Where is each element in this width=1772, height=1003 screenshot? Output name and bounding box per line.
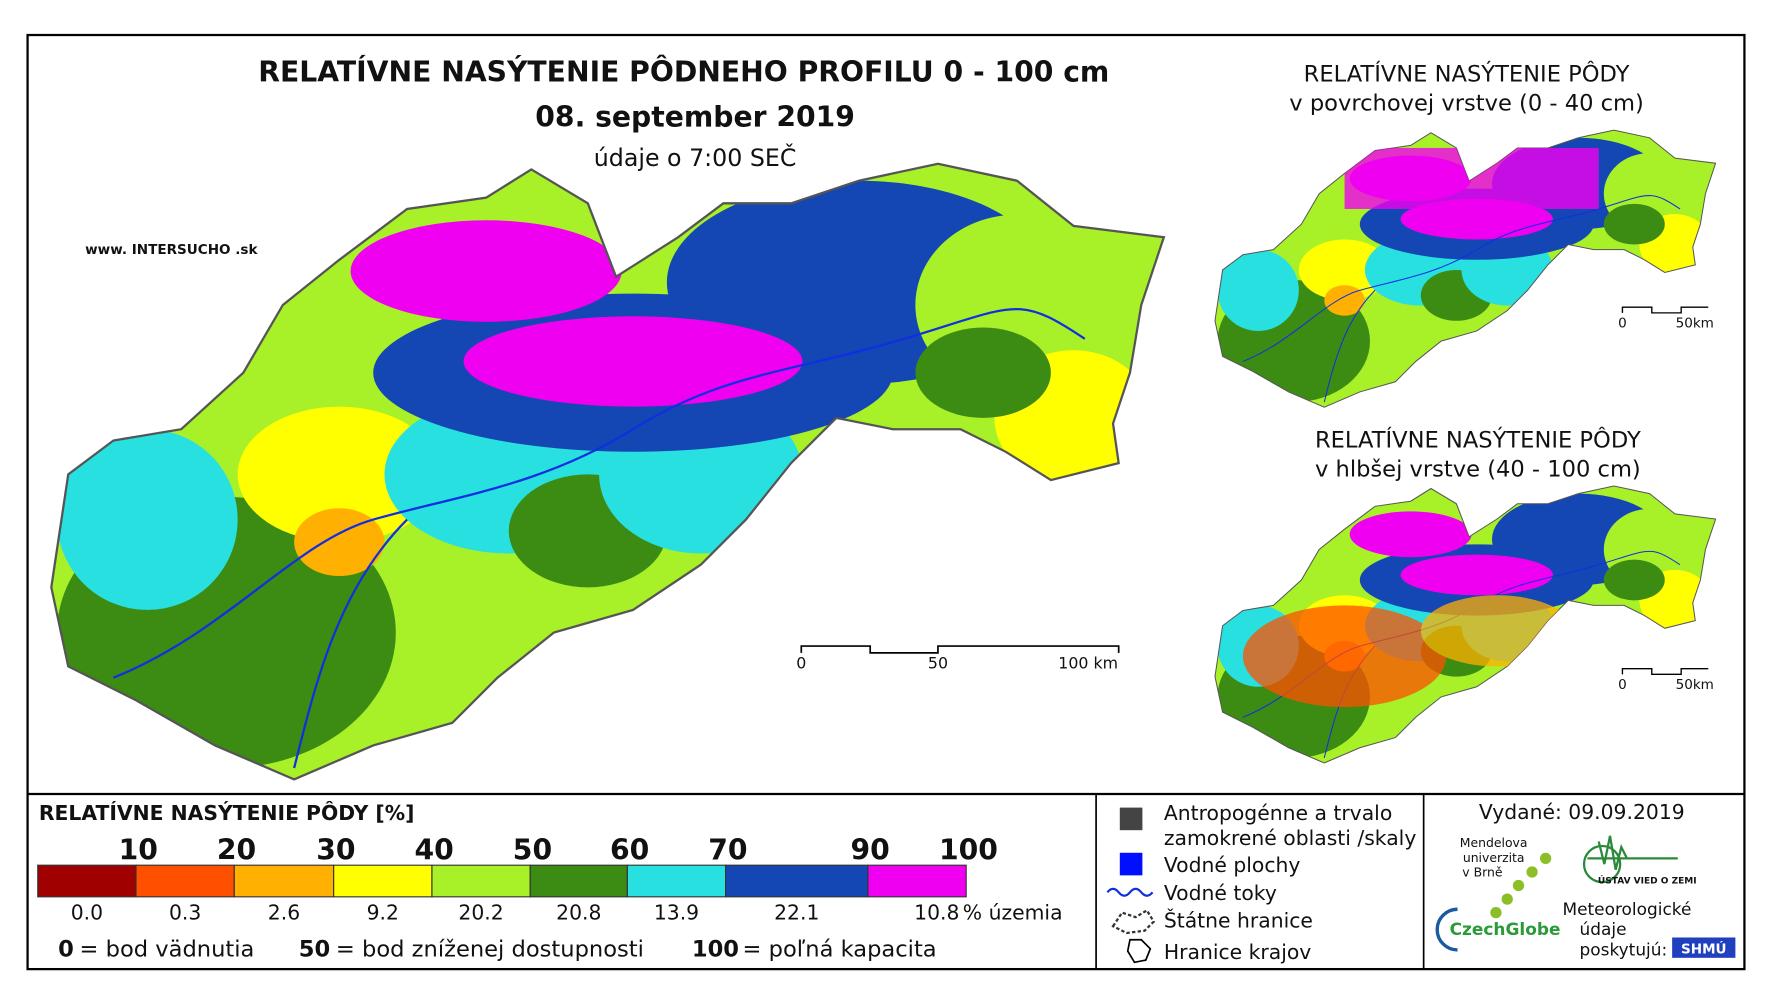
logo-text: univerzita <box>1463 850 1525 865</box>
legend-swatch <box>626 864 727 898</box>
time-note: údaje o 7:00 SEČ <box>594 144 797 172</box>
note-key: 100 <box>692 937 739 963</box>
note-key: 0 <box>58 937 74 963</box>
legend-threshold: 90 <box>851 834 890 867</box>
note-text: = poľná kapacita <box>743 937 937 963</box>
legend-threshold: 10 <box>119 834 158 867</box>
inset-subtitle: v povrchovej vrstve (0 - 40 cm) <box>1289 91 1644 117</box>
legend-swatch <box>529 864 628 898</box>
logo-arc <box>1435 907 1458 952</box>
note-text: = bod zníženej dostupnosti <box>336 937 644 963</box>
logo-wave <box>1587 835 1678 870</box>
legend-share: 0.3 <box>169 900 201 924</box>
legend-threshold: 70 <box>708 834 747 867</box>
legend-swatch <box>233 864 335 898</box>
legend-threshold: 60 <box>610 834 649 867</box>
note-text: = bod vädnutia <box>80 937 255 963</box>
inset-title: RELATÍVNE NASÝTENIE PÔDY <box>1315 425 1641 453</box>
legend-threshold: 30 <box>316 834 355 867</box>
legend-threshold: 40 <box>415 834 454 867</box>
scale-label: 50km <box>1676 316 1714 332</box>
legend-title: RELATÍVNE NASÝTENIE PÔDY [%] <box>39 800 415 825</box>
key-label: Hranice krajov <box>1164 940 1311 964</box>
scale-label: 0 <box>1618 316 1627 332</box>
logo-text: poskytujú: <box>1580 940 1668 960</box>
legend-share: 9.2 <box>367 900 399 924</box>
legend-swatch <box>867 864 967 898</box>
legend-share: 20.2 <box>458 900 503 924</box>
legend-share: 20.8 <box>556 900 601 924</box>
legend-swatch <box>37 864 137 898</box>
map-title: RELATÍVNE NASÝTENIE PÔDNEHO PROFILU 0 - … <box>258 54 1109 88</box>
logo-text: CzechGlobe <box>1450 919 1561 939</box>
logo-text: Mendelova <box>1460 835 1528 850</box>
legend-swatch <box>135 864 235 898</box>
legend-share: 0.0 <box>71 900 103 924</box>
scale-label: 0 <box>796 654 806 673</box>
key-label: Antropogénne a trvalo <box>1164 801 1392 825</box>
scale-label: 100 km <box>1058 654 1118 673</box>
logo-text: ÚSTAV VIED O ZEMI <box>1598 874 1697 886</box>
anthropogenic-swatch <box>1119 807 1143 831</box>
logo-ring <box>1582 844 1622 884</box>
legend-threshold: 100 <box>939 834 998 867</box>
inset-subtitle: v hlbšej vrstve (40 - 100 cm) <box>1315 457 1641 483</box>
scale-bar <box>1621 306 1709 314</box>
key-label: Štátne hranice <box>1164 907 1313 932</box>
scale-label: 50km <box>1676 677 1714 693</box>
logo-text: v Brně <box>1462 864 1502 879</box>
legend-swatch <box>333 864 433 898</box>
inset-title: RELATÍVNE NASÝTENIE PÔDY <box>1304 59 1630 87</box>
note-key: 50 <box>299 937 330 963</box>
legend-share: 2.6 <box>268 900 300 924</box>
logo-text: SHMÚ <box>1681 939 1727 957</box>
legend-threshold: 50 <box>513 834 552 867</box>
logo-text: údaje <box>1580 919 1627 939</box>
legend-swatch <box>725 864 869 898</box>
water-swatch <box>1119 852 1143 876</box>
key-label: Vodné toky <box>1164 881 1277 905</box>
legend-threshold: 20 <box>217 834 256 867</box>
logo-text: Meteorologické <box>1563 899 1692 919</box>
map-date: 08. september 2019 <box>535 101 855 134</box>
shmu-logo <box>1672 937 1736 958</box>
logo-dots <box>1490 852 1552 919</box>
issued: Vydané: 09.09.2019 <box>1479 800 1685 824</box>
scale-bar <box>800 645 1120 654</box>
region-symbol <box>1126 938 1152 964</box>
scale-label: 50 <box>928 654 948 673</box>
key-label: Vodné plochy <box>1164 853 1301 877</box>
scale-bar <box>1621 667 1709 675</box>
legend-share: 13.9 <box>654 900 699 924</box>
legend-unit: % územia <box>963 900 1063 924</box>
legend-share: 10.8 <box>914 900 959 924</box>
border-symbol <box>1111 908 1156 935</box>
legend-share: 22.1 <box>774 900 819 924</box>
river-symbol <box>1106 887 1154 897</box>
website: www. INTERSUCHO .sk <box>85 242 258 258</box>
legend: 10 20 30 40 50 60 70 90 100 0.0 0.3 2.6 9.2 20.2 20.8 1… <box>37 834 998 924</box>
legend-swatch <box>431 864 531 898</box>
key-label: zamokrené oblasti /skaly <box>1164 826 1417 850</box>
scale-label: 0 <box>1618 677 1627 693</box>
